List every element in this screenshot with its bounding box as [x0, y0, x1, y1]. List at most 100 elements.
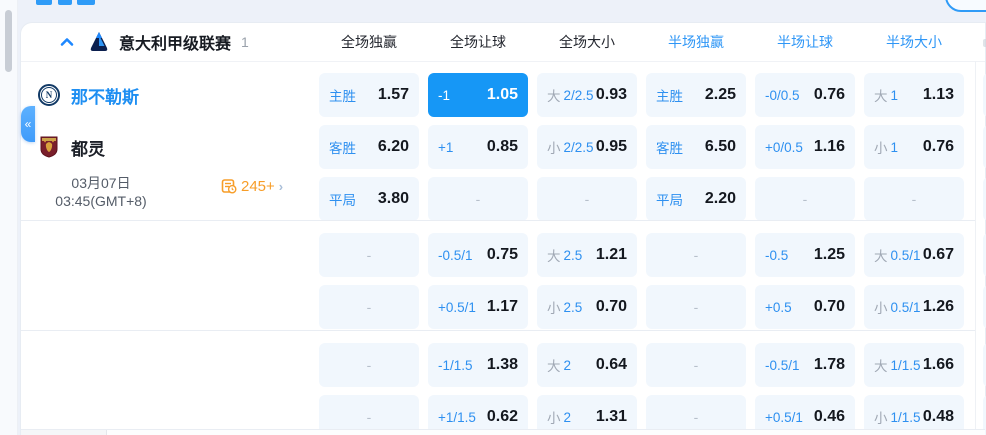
odds-cell[interactable]: 小 1/1.5 0.48	[864, 395, 964, 435]
odds-cell-value: 1.66	[922, 356, 954, 373]
odds-cell-label: 小 1/1.5	[874, 409, 921, 427]
collapse-tab-glyph: «	[24, 117, 32, 131]
right-column-divider	[975, 61, 976, 429]
odds-cell[interactable]: 大 1/1.5 1.66	[864, 343, 964, 387]
odds-cell-value: 0.70	[813, 298, 845, 315]
odds-cell[interactable]: +0.5 0.70	[755, 285, 855, 329]
odds-cell[interactable]: 主胜 2.25	[646, 73, 746, 117]
odds-cell-value: 0.76	[922, 138, 954, 155]
collapse-caret-icon[interactable]	[59, 34, 75, 50]
odds-cell[interactable]: -0.5 1.25	[755, 233, 855, 277]
odds-cell-value: 6.50	[704, 138, 736, 155]
odds-cell[interactable]: -0.5/1 0.75	[428, 233, 528, 277]
chevron-right-icon: ›	[278, 178, 284, 194]
odds-cell-empty: -	[646, 343, 746, 387]
odds-cell[interactable]: 客胜 6.50	[646, 125, 746, 169]
column-header[interactable]: 全场独赢	[341, 34, 397, 50]
odds-cell[interactable]: 小 2 1.31	[537, 395, 637, 435]
odds-cell-label: -0.5	[765, 247, 789, 263]
odds-cell-label: 小 2.5	[547, 299, 583, 317]
odds-cell-label: 客胜	[656, 141, 683, 156]
odds-cell[interactable]: 小 0.5/1 1.26	[864, 285, 964, 329]
odds-cell[interactable]: 大 0.5/1 0.67	[864, 233, 964, 277]
odds-cell-label: +0/0.5	[765, 139, 803, 155]
group-separator	[21, 220, 975, 221]
odds-cell-label: -1	[438, 87, 451, 103]
odds-cell[interactable]: 大 2 0.64	[537, 343, 637, 387]
odds-cell-value: 0.95	[595, 138, 627, 155]
column-header[interactable]: 半场让球	[777, 34, 833, 50]
odds-cell[interactable]: -1/1.5 1.38	[428, 343, 528, 387]
odds-cell[interactable]: -0/0.5 0.76	[755, 73, 855, 117]
odds-cell[interactable]: 小 2/2.5 0.95	[537, 125, 637, 169]
more-markets-link[interactable]: 245+ ›	[221, 176, 283, 196]
odds-cell[interactable]: 客胜 6.20	[319, 125, 419, 169]
odds-cell[interactable]: -0.5/1 1.78	[755, 343, 855, 387]
odds-cell-value: 0.75	[486, 246, 518, 263]
odds-cell[interactable]: 主胜 1.57	[319, 73, 419, 117]
away-team-name: 都灵	[71, 139, 105, 159]
odds-cell[interactable]: 平局 3.80	[319, 177, 419, 221]
odds-cell-value: 0.64	[595, 356, 627, 373]
home-team-row[interactable]: N 那不勒斯	[21, 73, 139, 117]
column-header[interactable]: 半场独赢	[668, 34, 724, 50]
odds-cell[interactable]: 大 2/2.5 0.93	[537, 73, 637, 117]
odds-cell[interactable]: 大 2.5 1.21	[537, 233, 637, 277]
odds-cell-value: 0.62	[486, 408, 518, 425]
odds-cell[interactable]: 平局 2.20	[646, 177, 746, 221]
odds-cell-label: +1/1.5	[438, 409, 476, 425]
odds-cell-label: 小 0.5/1	[874, 299, 921, 317]
match-time: 03:45(GMT+8)	[55, 193, 147, 209]
clipped-odds-cell	[983, 233, 986, 277]
odds-cell-empty: -	[428, 177, 528, 221]
odds-cell-value: 0.85	[486, 138, 518, 155]
odds-cell-label: 平局	[329, 193, 356, 208]
group-separator	[21, 330, 975, 331]
scrollbar-thumb[interactable]	[5, 10, 12, 72]
odds-cell-value: 0.93	[595, 86, 627, 103]
column-headers: 全场独赢 全场让球 全场大小 半场独赢 半场让球 半场大小	[319, 23, 964, 61]
column-header[interactable]: 全场大小	[559, 34, 615, 50]
odds-cell-label: -0.5/1	[765, 357, 800, 373]
away-team-row[interactable]: 都灵	[21, 125, 105, 169]
league-card: 意大利甲级联赛 1 全场独赢 全场让球 全场大小 半场独赢 半场让球 半场大小 N 那不勒…	[20, 22, 986, 435]
odds-cell[interactable]: +1 0.85	[428, 125, 528, 169]
odds-cell-value: 1.05	[486, 86, 518, 103]
clipped-pill-corner	[945, 0, 986, 12]
clipped-odds-cell	[983, 285, 986, 329]
odds-cell-label: 客胜	[329, 141, 356, 156]
clipped-tab-text-fragment	[36, 0, 52, 5]
odds-cell-value: 0.76	[813, 86, 845, 103]
odds-cell-label: +0.5/1	[438, 299, 476, 315]
clipped-next-row-team-cell	[21, 430, 107, 435]
clipped-odds-cell	[983, 177, 986, 221]
clipped-odds-cell	[983, 73, 986, 117]
clipped-tab-text-fragment	[77, 0, 95, 5]
odds-cell[interactable]: +0/0.5 1.16	[755, 125, 855, 169]
odds-cell[interactable]: +0.5/1 1.17	[428, 285, 528, 329]
collapse-sidebar-tab[interactable]: «	[21, 106, 35, 142]
odds-cell[interactable]: -1 1.05	[428, 73, 528, 117]
odds-cell-empty: -	[864, 177, 964, 221]
odds-cell[interactable]: 小 2.5 0.70	[537, 285, 637, 329]
odds-cell-label: -1/1.5	[438, 357, 473, 373]
odds-cell[interactable]: 小 1 0.76	[864, 125, 964, 169]
match-date: 03月07日	[71, 175, 131, 191]
column-header[interactable]: 全场让球	[450, 34, 506, 50]
odds-cell[interactable]: 大 1 1.13	[864, 73, 964, 117]
odds-cell[interactable]: +1/1.5 0.62	[428, 395, 528, 435]
odds-cell-value: 0.46	[813, 408, 845, 425]
odds-cell[interactable]: +0.5/1 0.46	[755, 395, 855, 435]
odds-cell-label: 主胜	[329, 89, 356, 104]
home-team-name: 那不勒斯	[71, 87, 139, 107]
odds-cell-value: 1.38	[486, 356, 518, 373]
clipped-odds-cell	[983, 395, 986, 435]
column-header[interactable]: 半场大小	[886, 34, 942, 50]
odds-cell-empty: -	[319, 285, 419, 329]
odds-cell-label: 大 1/1.5	[874, 357, 921, 375]
odds-row: 主胜 1.57 -1 1.05 大 2/2.5 0.93 主胜 2.25 -0/0.5 0.76 大 1…	[319, 73, 964, 117]
left-rail	[0, 0, 18, 435]
